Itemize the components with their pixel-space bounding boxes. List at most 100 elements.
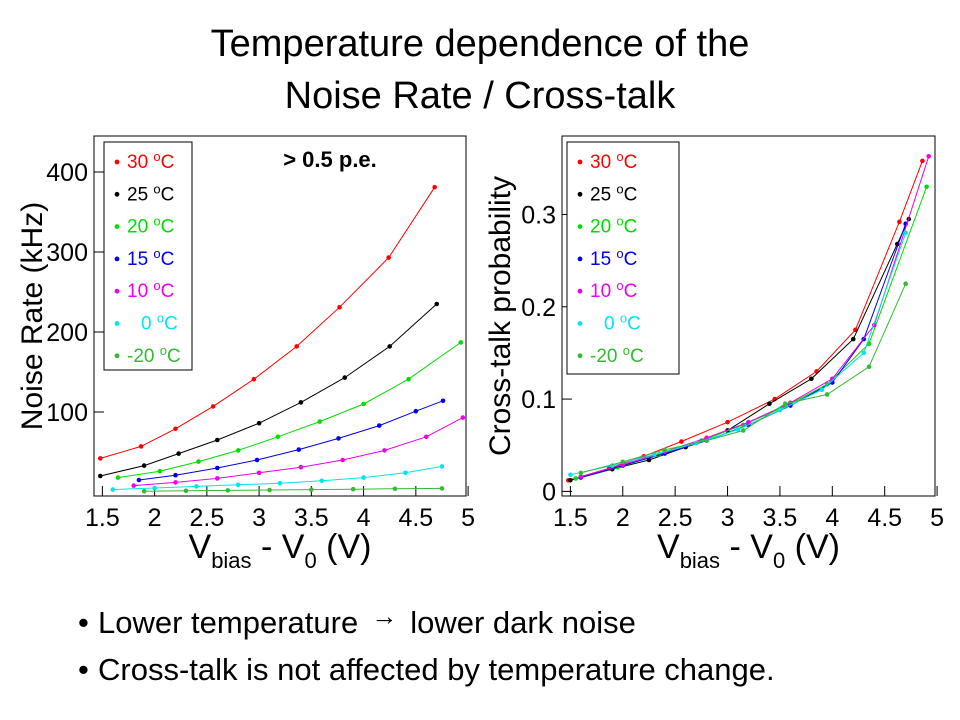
x-tick-label: 3.5 — [763, 504, 798, 532]
data-point — [215, 476, 220, 481]
data-point — [440, 398, 446, 404]
data-point — [183, 488, 189, 494]
data-point — [850, 336, 856, 342]
data-point — [235, 448, 241, 453]
data-point — [578, 470, 584, 476]
legend-marker — [577, 191, 583, 197]
legend-marker — [577, 256, 583, 262]
data-point — [819, 387, 825, 393]
data-point — [275, 434, 281, 440]
data-point — [337, 304, 342, 310]
data-point — [460, 415, 466, 420]
legend-item: 10 oC — [590, 278, 637, 302]
data-point — [568, 478, 573, 483]
y-tick-label: 0.3 — [521, 201, 556, 229]
data-point — [767, 401, 772, 406]
bullet-dot-icon: • — [78, 652, 89, 687]
data-point — [903, 281, 908, 286]
x-tick-label: 2 — [616, 504, 630, 532]
data-point — [861, 350, 867, 356]
bullet-list: • Lower temperature → lower dark noise • Cro… — [78, 600, 775, 693]
legend-item: 25 oC — [590, 181, 637, 205]
legend-marker — [114, 321, 120, 326]
data-point — [782, 401, 788, 406]
y-tick-label: 100 — [46, 399, 88, 427]
data-point — [256, 420, 262, 426]
data-point — [342, 375, 348, 380]
data-point — [387, 344, 393, 349]
data-point — [866, 364, 872, 370]
slide-title-line-2: Noise Rate / Cross-talk — [284, 75, 676, 117]
x-tick-label: 2 — [148, 504, 162, 532]
data-point — [136, 477, 142, 483]
data-point — [824, 392, 830, 397]
y-tick-label: 200 — [46, 319, 88, 347]
legend-marker — [577, 321, 583, 326]
data-point — [235, 482, 241, 488]
x-tick-label: 4.5 — [867, 504, 902, 532]
x-axis-label: Vbias - V0 (V) — [657, 528, 840, 573]
data-point — [578, 474, 584, 479]
data-point — [361, 475, 366, 480]
legend-box — [566, 141, 680, 375]
data-point — [434, 301, 440, 307]
data-point — [141, 488, 147, 494]
data-point — [256, 470, 262, 476]
legend-marker — [114, 353, 120, 359]
data-point — [392, 486, 398, 492]
data-point — [568, 472, 573, 478]
data-point — [439, 464, 445, 469]
data-point — [926, 154, 932, 159]
x-tick-label: 2.5 — [658, 504, 693, 532]
data-point — [350, 486, 356, 492]
y-tick-label: 300 — [46, 239, 88, 267]
data-point — [725, 419, 730, 425]
data-point — [458, 340, 464, 345]
data-point — [662, 447, 667, 453]
legend-marker — [114, 256, 120, 262]
data-point — [210, 404, 216, 409]
legend-item: 20 oC — [590, 214, 637, 238]
data-point — [317, 419, 323, 424]
data-point — [194, 484, 199, 489]
legend-marker — [114, 191, 120, 197]
x-tick-label: 4 — [825, 504, 839, 532]
data-point — [138, 444, 144, 449]
x-tick-label: 1.5 — [553, 504, 588, 532]
data-point — [679, 439, 684, 444]
series-line — [570, 218, 910, 481]
legend-item: 0 oC — [604, 311, 641, 335]
data-point — [157, 468, 163, 474]
x-tick-label: 4.5 — [398, 504, 433, 532]
noise-rate-chart: 1.5 2 2.5 3 3.5 4 4.5 5 100 200 300 400 Vbias - V0 (… — [16, 135, 475, 573]
data-point — [298, 464, 304, 470]
data-point — [141, 463, 147, 468]
x-tick-label: 3 — [721, 504, 735, 532]
bullet-1-text: Lower temperature — [98, 605, 359, 640]
data-point — [439, 486, 445, 491]
x-axis-label: Vbias - V0 (V) — [189, 528, 372, 573]
x-tick-label: 3 — [252, 504, 266, 532]
x-tick-label: 4 — [357, 504, 371, 532]
data-point — [296, 447, 302, 452]
legend-box — [103, 141, 193, 371]
data-point — [110, 487, 116, 492]
data-point — [903, 230, 908, 236]
legend-item: 15 oC — [127, 246, 174, 270]
data-point — [386, 255, 391, 260]
legend-item: 20 oC — [127, 214, 174, 238]
data-point — [403, 470, 408, 476]
data-point — [413, 408, 419, 414]
bullet-dot-icon: • — [78, 605, 89, 640]
data-point — [319, 478, 325, 484]
legend-item: -20 oC — [127, 343, 181, 367]
data-point — [277, 480, 283, 486]
bullet-item-1: • Lower temperature → lower dark noise — [78, 600, 775, 647]
x-tick-label: 3.5 — [294, 504, 329, 532]
series-line — [144, 487, 443, 492]
data-point — [777, 407, 783, 413]
data-point — [704, 438, 709, 443]
data-point — [131, 483, 137, 488]
legend-item: 30 oC — [127, 149, 174, 173]
data-point — [382, 448, 387, 453]
